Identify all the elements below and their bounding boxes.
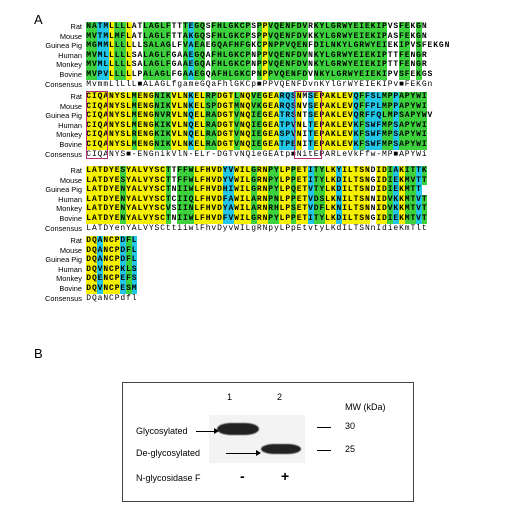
minus-sign: - [240, 468, 245, 484]
protein-sequence: CIQANYSLMENGNVRVLNQELRADGTVNQIEGEATRSNTS… [86, 111, 433, 121]
protein-sequence: MVMLLLLLSALAGLFGAAEGQAFHLGKCPNPPVQENFDVN… [86, 60, 427, 70]
protein-sequence: MVTMLMFLATLAGLFTTAKGQSFHLGKCPSPPVQENFDVK… [86, 31, 427, 42]
protein-sequence: LATDYESYALVYSCTTFFWLFHVDYVWILGRNPYLPPETI… [86, 175, 428, 186]
species-label: Bovine [59, 69, 82, 79]
protein-sequence: CIQANYSLMENGKIKVLNQELRADGTVNQIEGEATPVNLT… [86, 120, 428, 131]
species-label: Mouse [59, 175, 82, 185]
species-label: Human [58, 50, 82, 60]
protein-sequence: CIQANYSLMENGNIKVLNKELRPDGTLNQVEGEARQSNMS… [86, 92, 428, 102]
protein-sequence: DQANCPDFL [86, 255, 138, 265]
protein-sequence: MVPVLLLLLPALAGLFGAAEGQAFHLGKCPNPPVQENFDV… [86, 69, 433, 80]
species-label: Consensus [45, 79, 82, 89]
protein-sequence: LATDYENYALVYSCVSIINLFHVDYAWILARNRHLPSETV… [86, 204, 428, 214]
glycosylation-site-box [86, 91, 108, 159]
species-label: Rat [70, 92, 82, 101]
species-label: Guinea Pig [45, 41, 82, 51]
protein-sequence: LATDYENYALVYSCTNIIWLFHVDFVWILGRNPYLPPETI… [86, 213, 428, 224]
species-label: Bovine [59, 139, 82, 149]
deglycosylated-band [261, 444, 301, 454]
species-label: Consensus [45, 223, 82, 233]
mw-header: MW (kDa) [345, 402, 386, 412]
western-blot-panel: 1 2 MW (kDa) 30 25 - + [122, 382, 414, 502]
lane-1-label: 1 [227, 392, 233, 402]
species-label: Mouse [59, 245, 82, 255]
species-label: Human [58, 264, 82, 274]
lane-2-label: 2 [277, 392, 283, 402]
species-label: Consensus [45, 149, 82, 159]
protein-sequence: DQENCPEFS [86, 274, 138, 284]
consensus-sequence: DQaNCPdfl [86, 293, 137, 303]
protein-sequence: DQVNCPKLS [86, 264, 138, 275]
glycosylated-label: Glycosylated [136, 426, 188, 436]
treatment-label: N-glycosidase F [136, 473, 201, 483]
species-label: Monkey [56, 130, 82, 140]
species-label: Rat [70, 236, 82, 245]
mw-tick-25 [317, 450, 331, 451]
mw-marker-30: 30 [345, 421, 356, 431]
protein-sequence: DQANCPDFL [86, 236, 138, 246]
protein-sequence: DQVNCPESM [86, 283, 138, 294]
plus-sign: + [281, 468, 290, 484]
species-label: Rat [70, 166, 82, 175]
species-label: Mouse [59, 101, 82, 111]
species-label: Guinea Pig [45, 111, 82, 121]
consensus-sequence: MvmmLlLlL■ALAGLfgameGQaFhlGKCp■PPVQENFDv… [86, 79, 433, 89]
protein-sequence: MGMMLLLLLLSALAGLFVAEAEGQAFHFGKCPNPPVQENF… [86, 41, 450, 51]
protein-sequence: MVMLLLLLSALAGLFGAAEGQAFHLGKCPNPPVQENFDVN… [86, 50, 427, 61]
panel-b-label: B [34, 346, 43, 361]
deglycosylated-arrow [226, 453, 258, 454]
species-label: Consensus [45, 293, 82, 303]
deglycosylated-label: De-glycosylated [136, 448, 201, 458]
species-label: Human [58, 194, 82, 204]
glycosylation-site-box [294, 91, 322, 159]
mw-tick-30 [317, 427, 331, 428]
consensus-sequence: LATDYenYALVYSCttiiwlFhvDyvWILgRNpyLPpEtv… [86, 223, 427, 233]
species-label: Mouse [59, 31, 82, 41]
blot-image [209, 415, 305, 463]
glycosylated-arrow [196, 431, 216, 432]
panel-a-label: A [34, 12, 43, 27]
species-label: Bovine [59, 283, 82, 293]
protein-sequence: LATDYENYALVYSCTCIIQLFHVDFAWILARNPNLPPETV… [86, 194, 428, 205]
protein-sequence: CIQANYSLRENGKIKVLNQELRADGTVNQIEGEASPVNIT… [86, 130, 428, 140]
protein-sequence: NATMLLLLATLAGLFTTTEGQSFHLGKCPSPPVQENFDVR… [86, 22, 427, 32]
glycosylated-band [217, 423, 259, 435]
protein-sequence: LATDYESYALVYSCTTFFWLFHVDYVWILGRNPYLPPETI… [86, 166, 428, 176]
protein-sequence: LATDYENYALVYSCTNIIWLFHVDHIWILGRNPYLPQETV… [86, 185, 422, 195]
glycosylated-arrowhead [214, 428, 219, 434]
species-label: Monkey [56, 60, 82, 70]
species-label: Bovine [59, 213, 82, 223]
protein-sequence: CIQANYSLMENGNIKVLNKELSPDGTMNQVKGEARQSNVS… [86, 101, 428, 112]
consensus-sequence: CIQANYS■-ENGnikVlN-ELr-DGTvNQieGEAtp■Nit… [86, 149, 427, 159]
protein-sequence: CIQANYSLMENGNIKVLNKELRADGTVNQIEGEATPENIT… [86, 139, 428, 150]
species-label: Monkey [56, 274, 82, 284]
species-label: Rat [70, 22, 82, 31]
species-label: Human [58, 120, 82, 130]
protein-sequence: DQANCPDFL [86, 245, 138, 256]
mw-marker-25: 25 [345, 444, 356, 454]
species-label: Monkey [56, 204, 82, 214]
species-label: Guinea Pig [45, 255, 82, 265]
species-label: Guinea Pig [45, 185, 82, 195]
deglycosylated-arrowhead [256, 450, 261, 456]
